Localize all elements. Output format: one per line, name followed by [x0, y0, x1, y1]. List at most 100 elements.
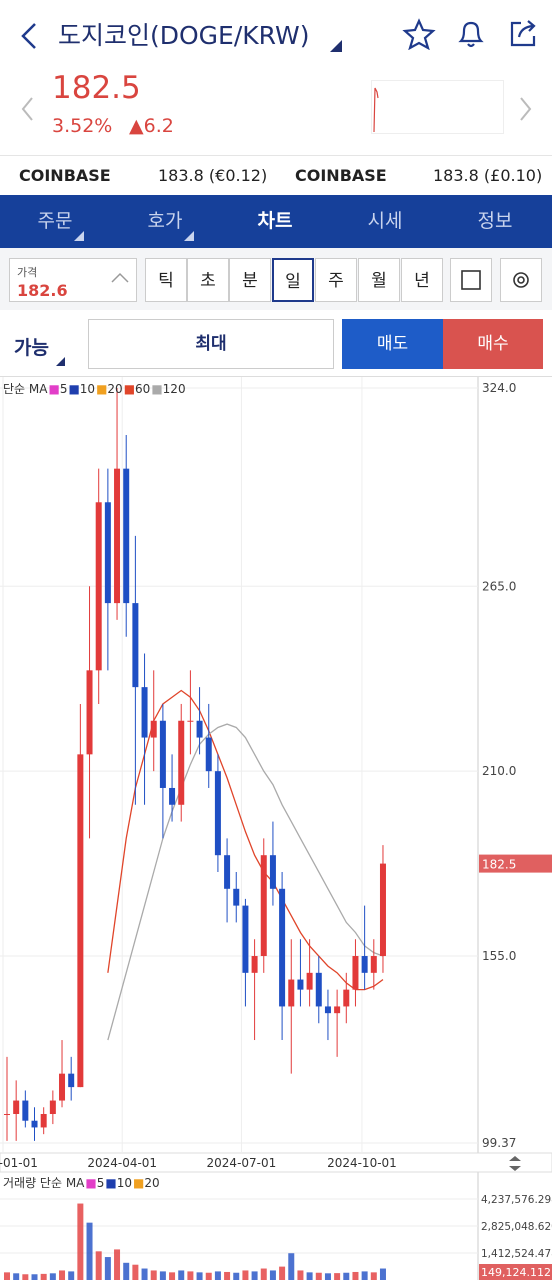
current-price-label: 182.5: [482, 858, 516, 872]
legend-item: 120: [163, 382, 186, 396]
candle-body: [379, 863, 386, 957]
candle-body: [22, 1100, 29, 1121]
candle-body: [279, 888, 286, 1007]
y-tick-label: 1,412,524.478: [481, 1248, 552, 1260]
share-icon[interactable]: [507, 17, 539, 49]
period-button[interactable]: 분: [229, 258, 271, 302]
favorite-icon[interactable]: [402, 18, 436, 50]
candle-body: [306, 972, 313, 990]
period-button[interactable]: 초: [187, 258, 229, 302]
candle-body: [205, 737, 212, 772]
legend-swatch: ■: [48, 382, 59, 396]
tab[interactable]: 호가: [147, 210, 183, 232]
tab[interactable]: 주문: [37, 210, 73, 232]
divider: [0, 376, 552, 377]
volume-bar: [59, 1270, 66, 1280]
scale-icon: [509, 1156, 521, 1171]
tab[interactable]: 정보: [477, 210, 513, 232]
volume-bar: [169, 1272, 176, 1280]
volume-bar: [288, 1253, 295, 1280]
candle-body: [288, 979, 295, 1007]
alarm-icon[interactable]: [455, 17, 487, 51]
volume-bar: [141, 1268, 148, 1280]
back-button[interactable]: [18, 22, 40, 50]
candle-body: [4, 1113, 10, 1115]
legend-item: 5: [97, 1176, 105, 1190]
volume-bar: [150, 1270, 157, 1280]
tab-selected[interactable]: 차트: [257, 210, 293, 232]
period-button[interactable]: 년: [401, 258, 443, 302]
volume-bar: [251, 1271, 258, 1280]
candle-body: [178, 720, 185, 805]
candle-body: [31, 1120, 38, 1128]
period-button[interactable]: 주: [315, 258, 357, 302]
candle-body: [86, 670, 93, 755]
y-tick-label: 4,237,576.298: [481, 1194, 552, 1206]
x-axis-band: [0, 1152, 552, 1173]
draw-toggle[interactable]: [450, 258, 492, 302]
candle-body: [187, 720, 194, 722]
qty-input[interactable]: 최대: [88, 319, 334, 369]
candle-body: [242, 905, 249, 973]
y-tick-label: 265.0: [482, 579, 516, 593]
dropdown-icon: [56, 357, 65, 366]
y-tick-label: 2,825,048.620: [481, 1221, 552, 1233]
candle-body: [150, 720, 157, 738]
volume-bar: [104, 1257, 111, 1280]
next-arrow[interactable]: [519, 96, 533, 122]
candle-body: [343, 989, 350, 1007]
candle-body: [13, 1100, 20, 1114]
change-amount: ▲6.2: [129, 115, 174, 137]
volume-bar: [306, 1272, 313, 1280]
candle-body: [324, 1006, 331, 1014]
prev-arrow[interactable]: [20, 96, 34, 122]
period-button[interactable]: 틱: [145, 258, 187, 302]
volume-bar: [297, 1270, 304, 1280]
candle-body: [352, 956, 359, 990]
chart[interactable]: 99.37 155.0 210.0 265.0 324.0 2024-01-01 2024-…: [0, 377, 552, 1280]
volume-bar: [196, 1272, 203, 1280]
plot-background: [0, 377, 552, 1280]
settings-button[interactable]: [500, 258, 542, 302]
period-button[interactable]: 월: [358, 258, 400, 302]
legend: 거래량 단순 MA■5■10■20: [3, 1176, 160, 1190]
price-box[interactable]: [9, 258, 137, 302]
chevron: [111, 272, 129, 283]
legend-swatch: ■: [151, 382, 162, 396]
volume-bar: [260, 1268, 267, 1280]
volume-bar: [214, 1271, 221, 1280]
period-selected[interactable]: 일: [272, 258, 314, 302]
volume-bar: [13, 1273, 20, 1280]
candle-body: [95, 502, 102, 671]
dropdown-icon: [330, 40, 342, 52]
current-volume-label: 149,124.112: [481, 1266, 551, 1279]
sell-button[interactable]: 매도: [342, 319, 443, 369]
legend-swatch: ■: [96, 382, 107, 396]
buy-button[interactable]: 매수: [443, 319, 543, 369]
legend-swatch: ■: [105, 1176, 116, 1190]
candle-body: [224, 855, 231, 889]
volume-bar: [178, 1270, 185, 1280]
current-volume-tag: [479, 1264, 552, 1280]
volume-bar: [352, 1271, 359, 1280]
candle-body: [269, 855, 276, 889]
exchange-name: COINBASE: [295, 166, 387, 185]
qty-mode[interactable]: 가능: [14, 337, 49, 359]
title[interactable]: 도지코인(DOGE/KRW): [58, 21, 310, 50]
mini-chart: [371, 80, 504, 134]
tab[interactable]: 시세: [367, 210, 403, 232]
legend-item: 60: [135, 382, 150, 396]
legend-item: 10: [117, 1176, 132, 1190]
volume-bar: [22, 1274, 29, 1280]
volume-bar: [49, 1273, 56, 1280]
legend-swatch: ■: [124, 382, 135, 396]
legend-item: 5: [60, 382, 68, 396]
volume-bar: [40, 1273, 47, 1280]
candle-body: [233, 888, 240, 906]
candle-body: [68, 1073, 75, 1088]
legend-swatch: ■: [85, 1176, 96, 1190]
tab-marker: [74, 231, 84, 241]
volume-bar: [242, 1270, 249, 1280]
legend-swatch: ■: [133, 1176, 144, 1190]
